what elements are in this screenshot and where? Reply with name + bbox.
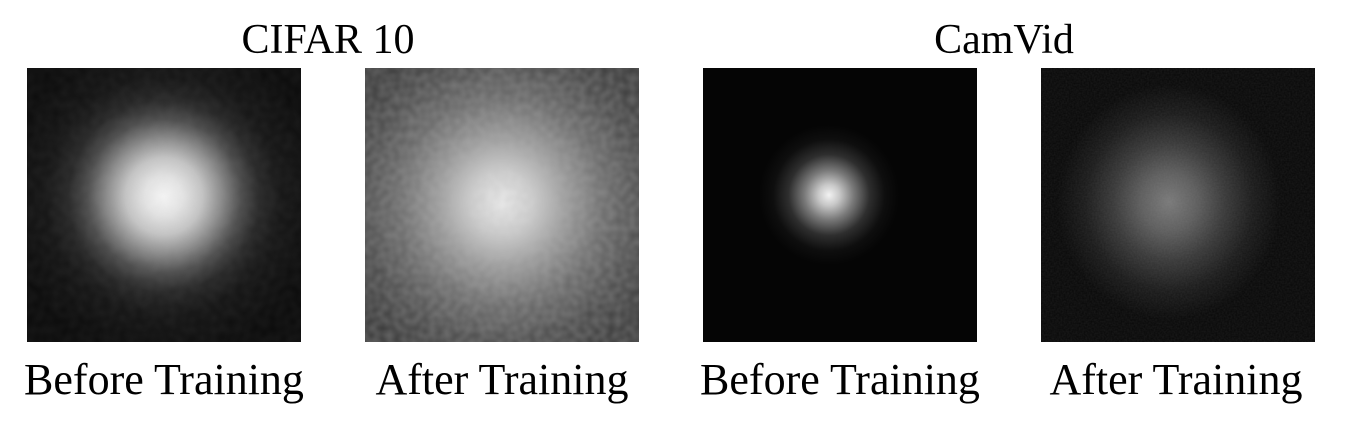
cifar10-before-training-image	[27, 68, 301, 342]
camvid-after-training-image	[1041, 68, 1315, 342]
group-title-camvid: CamVid	[934, 17, 1074, 63]
caption-cifar10-after-training: After Training	[375, 355, 629, 404]
cifar10-after-training-image	[365, 68, 639, 342]
camvid-before-training-image	[703, 68, 977, 342]
caption-camvid-after-training: After Training	[1049, 355, 1303, 404]
caption-camvid-before-training: Before Training	[700, 355, 980, 404]
group-title-cifar10: CIFAR 10	[241, 17, 415, 63]
caption-cifar10-before-training: Before Training	[24, 355, 304, 404]
